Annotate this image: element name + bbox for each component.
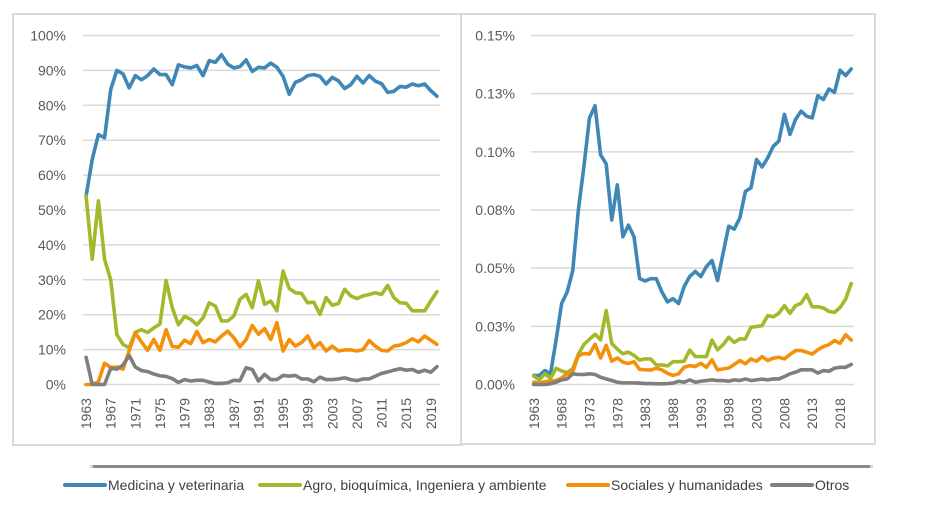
legend-label: Sociales y humanidades (611, 477, 763, 493)
x-tick-label: 1968 (554, 398, 570, 429)
legend-item-medicina-veterinaria: Medicina y veterinaria (63, 476, 244, 494)
x-tick-label: 1963 (526, 398, 542, 429)
y-tick-label: 30% (38, 272, 66, 288)
legend-swatch (258, 483, 302, 487)
y-tick-label: 0.08% (475, 202, 515, 218)
y-tick-label: 60% (38, 167, 66, 183)
legend-item-agro-bioquimica-ingeniera-ambiente: Agro, bioquímica, Ingeniera y ambiente (258, 476, 547, 494)
x-tick-label: 2003 (749, 398, 765, 429)
series-line-sociales-humanidades (531, 332, 854, 385)
y-tick-label: 0.13% (475, 86, 515, 102)
legend-label: Medicina y veterinaria (108, 477, 245, 493)
x-tick-label: 1993 (693, 398, 709, 429)
legend-item-sociales-humanidades: Sociales y humanidades (566, 476, 763, 494)
x-tick-label: 2015 (398, 398, 414, 429)
y-tick-label: 0% (46, 377, 66, 393)
x-tick-label: 1988 (665, 398, 681, 429)
x-tick-label: 1973 (581, 398, 597, 429)
x-tick-label: 1978 (609, 398, 625, 429)
series-line-medicina-veterinaria (531, 67, 854, 378)
legend-divider (90, 465, 873, 468)
series-line-sociales-humanidades (84, 320, 439, 387)
y-tick-label: 50% (38, 202, 66, 218)
series-line-agro-bioquimica-ingeniera-ambiente (531, 281, 854, 382)
y-tick-label: 80% (38, 97, 66, 113)
series-line-agro-bioquimica-ingeniera-ambiente (84, 194, 439, 350)
x-tick-label: 1987 (226, 398, 242, 429)
legend-swatch (566, 483, 610, 487)
x-tick-label: 1967 (103, 398, 119, 429)
y-tick-label: 0.10% (475, 144, 515, 160)
y-tick-label: 0.05% (475, 260, 515, 276)
legend-label: Agro, bioquímica, Ingeniera y ambiente (303, 477, 547, 493)
chart-ratio-by-area: 0.00% 0.03% 0.05% 0.08% 0.10% 0.13% 0.15% 1963 1… (475, 28, 854, 429)
x-tick-label: 1971 (127, 398, 143, 429)
series-line-otros (84, 353, 439, 387)
x-tick-label: 1983 (637, 398, 653, 429)
series-line-medicina-veterinaria (84, 52, 439, 198)
series-line-otros (531, 362, 854, 387)
chart-share-by-area: 0% 10% 20% 30% 40% 50% 60% 70% 80% 90% 100% 1963 196… (30, 28, 440, 429)
x-tick-label: 1975 (152, 398, 168, 429)
y-tick-label: 10% (38, 342, 66, 358)
legend-item-otros: Otros (770, 476, 849, 494)
chart-panel-left (12, 13, 463, 446)
y-tick-label: 40% (38, 237, 66, 253)
x-tick-label: 1999 (300, 398, 316, 429)
x-tick-label: 2007 (349, 398, 365, 429)
y-tick-label: 100% (30, 28, 66, 44)
x-tick-label: 1979 (177, 398, 193, 429)
x-tick-label: 1991 (250, 398, 266, 429)
x-tick-label: 2019 (423, 398, 439, 429)
x-tick-label: 2018 (832, 398, 848, 429)
x-tick-label: 2011 (374, 398, 390, 428)
y-tick-label: 0.03% (475, 318, 515, 334)
legend-swatch (770, 483, 814, 487)
x-tick-label: 1998 (721, 398, 737, 429)
y-tick-label: 0.00% (475, 377, 515, 393)
y-tick-label: 20% (38, 307, 66, 323)
x-tick-label: 1983 (201, 398, 217, 429)
x-tick-label: 1995 (275, 398, 291, 429)
y-tick-label: 90% (38, 62, 66, 78)
legend-swatch (63, 483, 107, 487)
y-tick-label: 70% (38, 132, 66, 148)
legend-label: Otros (815, 477, 850, 493)
x-tick-label: 2003 (324, 398, 340, 429)
y-tick-label: 0.15% (475, 28, 515, 44)
x-tick-label: 2013 (804, 398, 820, 429)
x-tick-label: 2008 (776, 398, 792, 429)
x-tick-label: 1963 (78, 398, 94, 429)
